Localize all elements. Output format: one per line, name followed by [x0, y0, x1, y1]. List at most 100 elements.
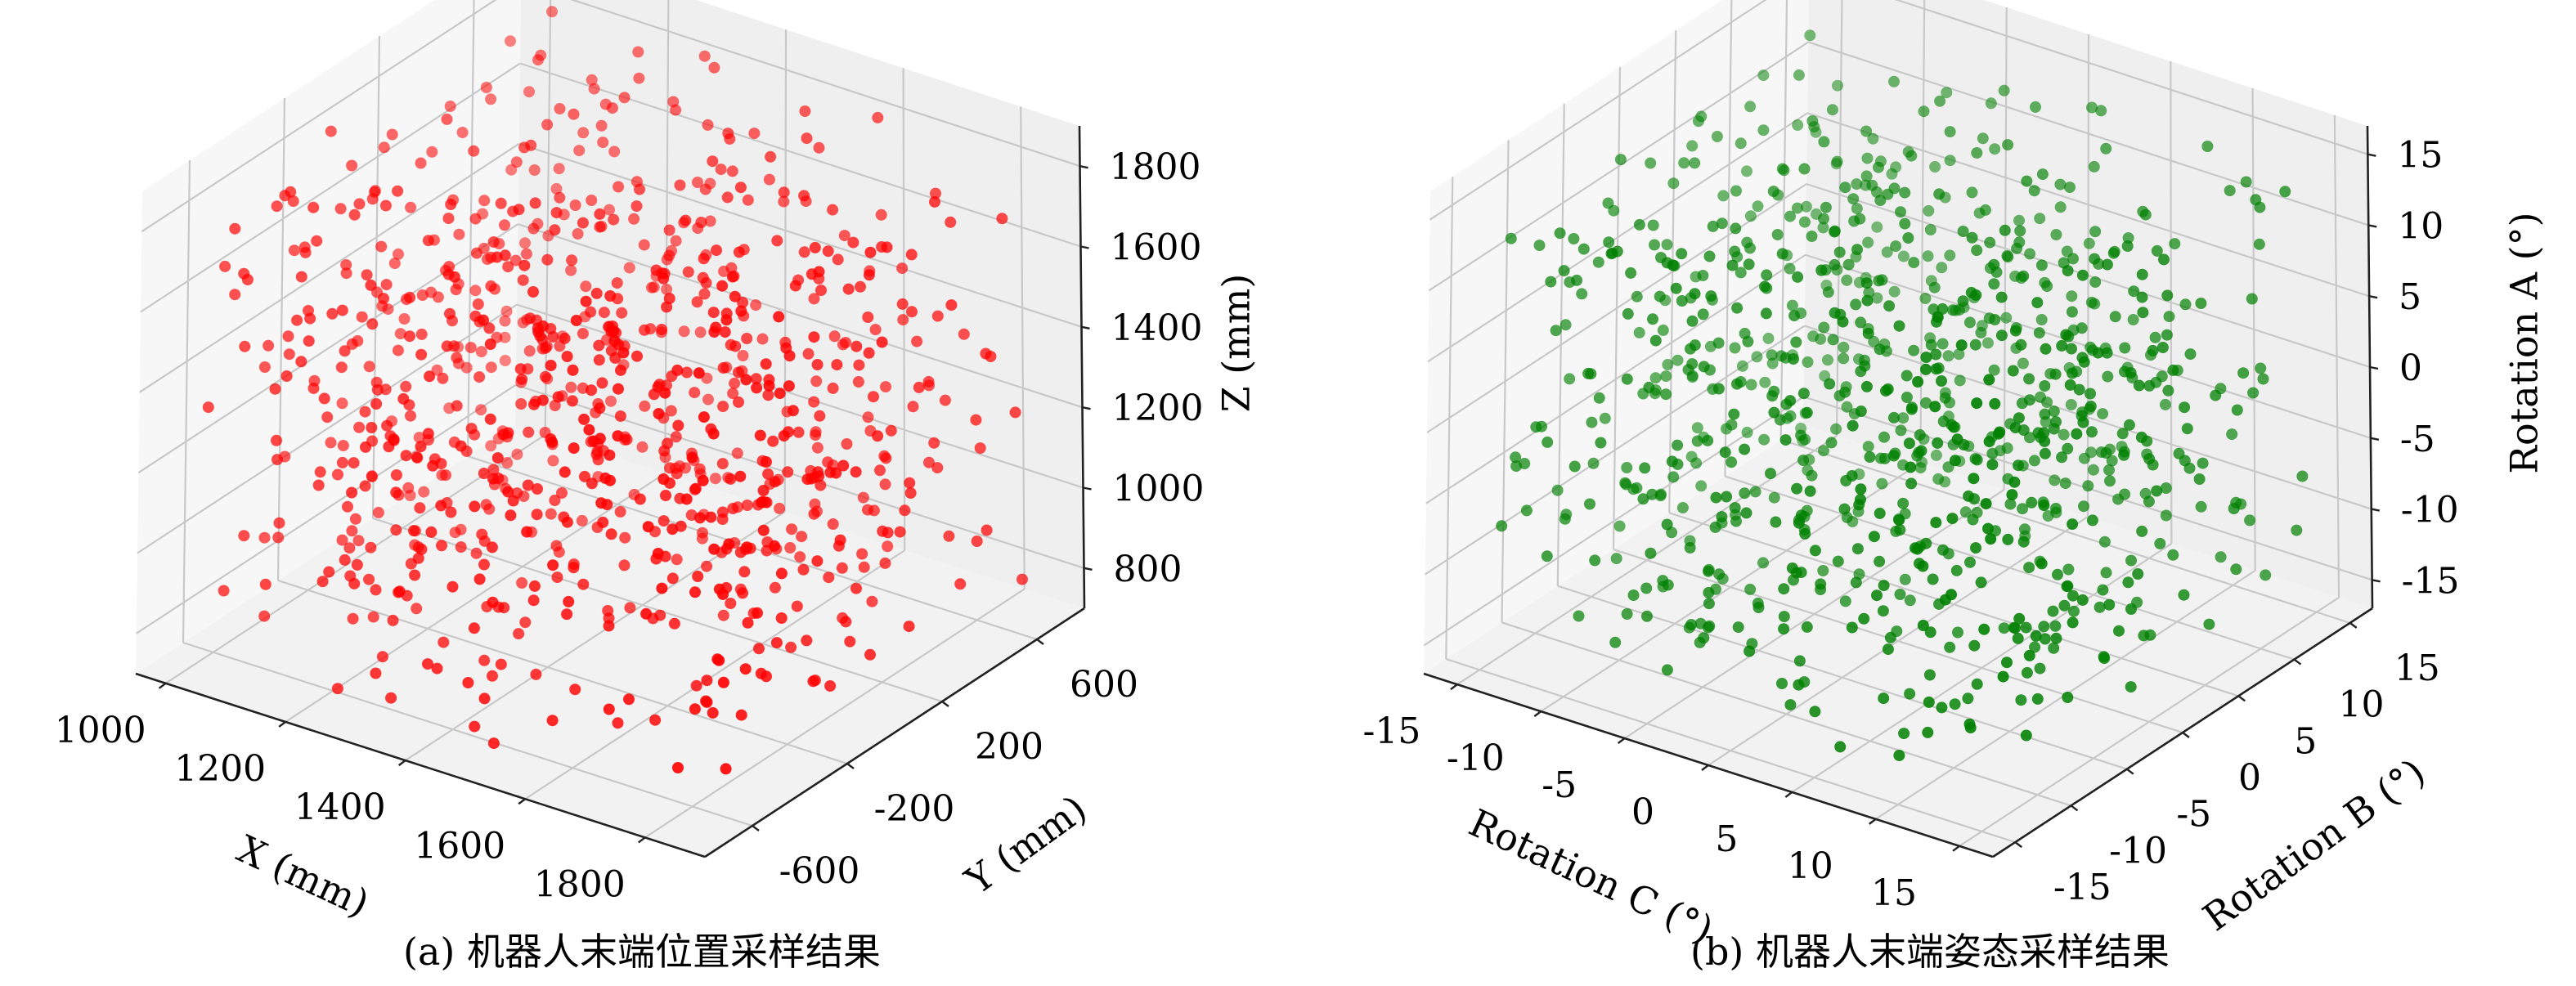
data-point: [1977, 132, 1989, 145]
data-point: [1815, 333, 1827, 345]
data-point: [1887, 450, 1900, 462]
data-point: [390, 524, 402, 536]
data-point: [487, 236, 500, 248]
data-point: [2036, 168, 2049, 181]
data-point: [363, 573, 375, 585]
data-point: [1809, 706, 1821, 718]
data-point: [1927, 573, 1939, 585]
data-point: [1647, 313, 1658, 325]
data-point: [771, 235, 783, 247]
data-point: [416, 289, 429, 301]
data-point: [1702, 434, 1714, 446]
data-point: [2158, 253, 2170, 266]
data-point: [1792, 119, 1804, 131]
data-point: [366, 470, 378, 482]
z-tick-label: 1800: [1110, 146, 1201, 188]
data-point: [768, 540, 780, 552]
data-point: [511, 448, 523, 460]
data-point: [1988, 258, 2000, 271]
data-point: [415, 157, 427, 169]
data-point: [455, 440, 467, 452]
data-point: [1788, 353, 1799, 365]
data-point: [2253, 238, 2265, 250]
grid-line-x-floor: [644, 588, 1025, 839]
data-point: [2058, 599, 2071, 612]
data-point: [762, 468, 774, 480]
data-point: [2064, 379, 2076, 391]
data-point: [366, 422, 378, 433]
data-point: [1899, 573, 1911, 585]
grid-line-y-floor: [1445, 658, 2016, 844]
data-point: [470, 547, 482, 559]
data-point: [579, 470, 590, 482]
data-point: [1893, 750, 1905, 761]
data-point: [2128, 285, 2140, 298]
data-point: [422, 235, 434, 247]
data-point: [762, 389, 774, 401]
grid-line-y-floor: [1668, 512, 2239, 697]
data-point: [2054, 178, 2067, 190]
data-point: [1009, 406, 1021, 419]
grid-line-y-floor: [1725, 475, 2295, 661]
data-point: [1798, 163, 1811, 175]
data-point: [1643, 381, 1655, 393]
data-point: [801, 132, 813, 145]
data-point: [422, 428, 434, 440]
data-point: [2013, 612, 2026, 625]
data-point: [412, 552, 424, 564]
data-point: [393, 248, 404, 260]
data-point: [879, 478, 891, 491]
data-point: [565, 264, 577, 276]
data-point: [2049, 368, 2062, 380]
data-point: [2147, 344, 2159, 356]
data-point: [337, 440, 349, 451]
data-point: [2101, 258, 2113, 271]
data-point: [2097, 408, 2109, 420]
data-point: [2089, 226, 2102, 238]
data-point: [1770, 516, 1782, 528]
data-point: [1895, 206, 1906, 218]
data-point: [1911, 543, 1923, 555]
data-point: [569, 683, 581, 696]
data-point: [1818, 445, 1829, 457]
data-point: [1971, 678, 1983, 690]
data-point: [2230, 563, 2242, 576]
data-point: [1986, 447, 1999, 459]
data-point: [855, 280, 866, 293]
data-point: [2066, 306, 2078, 318]
data-point: [1946, 513, 1959, 525]
data-point: [1846, 470, 1858, 482]
data-point: [2167, 549, 2179, 561]
data-point: [1741, 426, 1753, 438]
data-point: [656, 582, 668, 594]
data-point: [604, 290, 617, 302]
data-point: [1661, 518, 1673, 531]
data-point: [385, 692, 397, 704]
data-point: [707, 428, 720, 440]
data-point: [1779, 434, 1792, 446]
data-point: [1633, 326, 1645, 338]
data-point: [2067, 589, 2079, 602]
y-tick-label: -200: [874, 788, 955, 830]
data-point: [814, 410, 826, 422]
data-point: [2118, 449, 2130, 461]
data-point: [1736, 360, 1748, 372]
data-point: [2257, 373, 2269, 385]
data-point: [2024, 394, 2035, 406]
data-point: [1981, 337, 1994, 349]
x-tick: [1701, 764, 1709, 771]
y-tick-label: 15: [2394, 648, 2440, 689]
data-point: [448, 271, 460, 283]
data-point: [1744, 101, 1757, 113]
data-point: [476, 528, 488, 540]
data-point: [588, 83, 600, 95]
data-point: [2034, 662, 2046, 675]
data-point: [2116, 428, 2129, 440]
data-point: [1850, 298, 1862, 311]
data-point: [882, 527, 894, 539]
data-point: [2033, 327, 2045, 339]
data-point: [906, 306, 918, 318]
data-point: [1788, 310, 1801, 322]
data-point: [674, 179, 686, 191]
data-point: [2247, 387, 2260, 399]
